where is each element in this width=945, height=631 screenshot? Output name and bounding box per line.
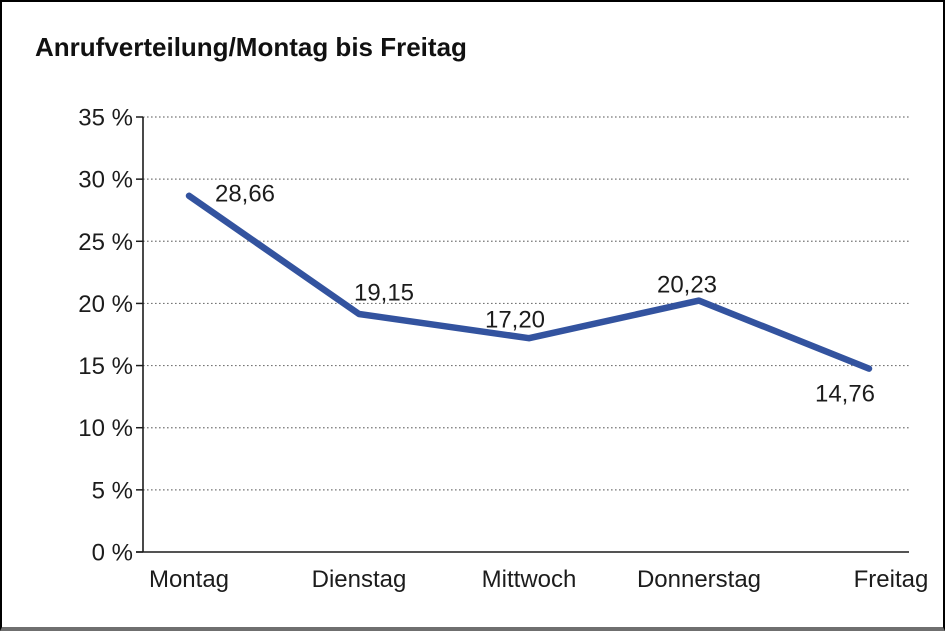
y-tick-label: 20 % xyxy=(78,291,133,318)
x-axis-label: Mittwoch xyxy=(482,566,577,593)
y-tick-label: 5 % xyxy=(92,477,133,504)
data-point-label: 20,23 xyxy=(657,272,717,299)
y-tick-label: 15 % xyxy=(78,353,133,380)
data-point-label: 19,15 xyxy=(354,280,414,307)
x-axis-label: Dienstag xyxy=(312,566,407,593)
x-axis-label: Freitag xyxy=(854,566,929,593)
y-tick-label: 0 % xyxy=(92,540,133,567)
x-axis-label: Donnerstag xyxy=(637,566,761,593)
data-series-line xyxy=(185,192,873,372)
data-point-label: 14,76 xyxy=(815,381,875,408)
y-tick-label: 30 % xyxy=(78,167,133,194)
y-tick-label: 25 % xyxy=(78,229,133,256)
x-axis-label: Montag xyxy=(149,566,229,593)
y-tick-label: 10 % xyxy=(78,415,133,442)
data-point-label: 17,20 xyxy=(485,307,545,334)
chart-title: Anrufverteilung/Montag bis Freitag xyxy=(35,32,467,62)
data-point-label: 28,66 xyxy=(215,181,275,208)
y-tick-label: 35 % xyxy=(78,105,133,132)
